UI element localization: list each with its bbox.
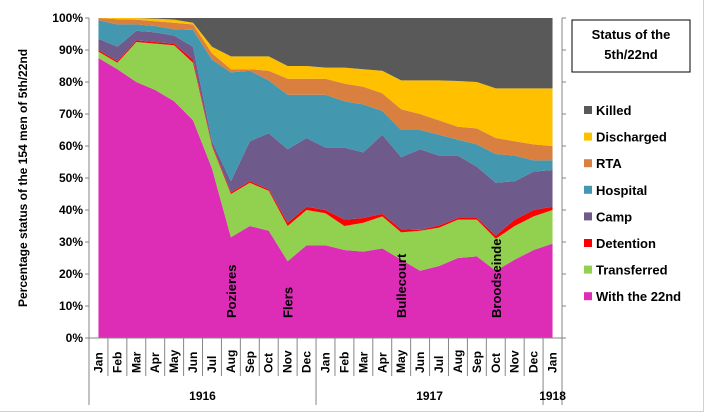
legend-label: Killed: [596, 103, 631, 118]
x-tick-label: Jun: [186, 352, 200, 373]
legend-swatch: [584, 106, 592, 114]
x-tick-label: Dec: [300, 351, 314, 373]
y-tick-label: 20%: [59, 267, 83, 281]
legend-item: Detention: [584, 236, 656, 251]
legend-label: RTA: [596, 156, 622, 171]
x-tick-label: Aug: [451, 350, 465, 373]
legend-item: RTA: [584, 156, 622, 171]
x-tick-label: May: [394, 349, 408, 373]
y-tick-label: 10%: [59, 299, 83, 313]
x-tick-label: Nov: [508, 350, 522, 373]
y-tick-label: 40%: [59, 203, 83, 217]
area-transferred: [98, 42, 553, 271]
y-tick-label: 100%: [52, 11, 83, 25]
legend-swatch: [584, 265, 592, 274]
legend-label: Hospital: [596, 183, 647, 198]
y-axis: 0% 10% 20% 30% 40% 50% 60% 70% 80% 90% 100%: [52, 11, 566, 345]
x-tick-label: Jun: [413, 352, 427, 373]
series-areas: [98, 18, 553, 338]
area-killed: [98, 18, 553, 89]
area-discharged: [98, 18, 553, 146]
x-tick-label: Oct: [262, 353, 276, 373]
legend-swatch: [584, 132, 592, 141]
x-tick-label: Jul: [205, 356, 219, 373]
y-tick-label: 90%: [59, 43, 83, 57]
x-tick-label: Mar: [356, 351, 370, 373]
annotation-flers: Flers: [281, 287, 296, 318]
year-label: 1917: [416, 389, 443, 403]
legend-label: Detention: [596, 236, 656, 251]
legend-swatch: [584, 159, 592, 168]
y-tick-label: 30%: [59, 235, 83, 249]
x-tick-label: Feb: [337, 352, 351, 373]
year-label: 1916: [189, 389, 216, 403]
y-tick-label: 60%: [59, 139, 83, 153]
legend-swatch: [584, 239, 592, 247]
x-axis: Jan Feb Mar Apr May Jun Jul Aug Sep Oct Nov Dec Jan F…: [88, 337, 566, 405]
legend-item: Discharged: [584, 130, 667, 145]
legend-item: Transferred: [584, 263, 668, 278]
x-tick-label: Jan: [91, 352, 105, 373]
y-tick-label: 80%: [59, 75, 83, 89]
chart-title: Status of the 5th/22nd: [591, 27, 671, 62]
legend-label: With the 22nd: [596, 289, 681, 304]
x-tick-label: Dec: [527, 351, 541, 373]
legend-item: Hospital: [584, 183, 647, 198]
legend-swatch: [584, 185, 592, 194]
annotation-pozieres: Pozieres: [224, 265, 239, 318]
area-camp: [98, 30, 553, 236]
y-tick-label: 0%: [66, 331, 84, 345]
x-tick-label: Aug: [224, 350, 238, 373]
x-tick-label: Jul: [432, 356, 446, 373]
legend-swatch: [584, 212, 592, 221]
legend-swatch: [584, 292, 592, 301]
x-tick-label: Oct: [489, 353, 503, 373]
legend-item: Killed: [584, 103, 631, 118]
x-tick-label: Jan: [546, 352, 560, 373]
annotation-broodseinde: Broodseinde: [489, 239, 504, 318]
area-hospital: [98, 20, 553, 183]
y-tick-label: 70%: [59, 107, 83, 121]
area-rta: [98, 18, 553, 161]
x-tick-label: Nov: [281, 350, 295, 373]
y-tick-label: 50%: [59, 171, 83, 185]
annotations: Pozieres Flers Bullecourt Broodseinde: [224, 239, 504, 318]
area-with-the-22nd: [98, 58, 553, 338]
x-tick-label: Mar: [129, 351, 143, 373]
annotation-bullecourt: Bullecourt: [394, 253, 409, 318]
x-tick-label: Jan: [319, 352, 333, 373]
x-tick-label: Apr: [148, 352, 162, 373]
legend-label: Camp: [596, 209, 632, 224]
x-tick-label: Feb: [110, 352, 124, 373]
x-tick-label: Sep: [470, 351, 484, 373]
legend: Killed Discharged RTA Hospital Camp Detention…: [571, 19, 691, 304]
x-tick-label: Sep: [243, 351, 257, 373]
legend-label: Transferred: [596, 263, 668, 278]
x-tick-label: Apr: [375, 352, 389, 373]
y-axis-title: Percentage status of the 154 men of 5th/…: [16, 49, 30, 307]
legend-label: Discharged: [596, 130, 667, 145]
legend-item: Camp: [584, 209, 632, 224]
legend-title-box: [571, 19, 691, 73]
legend-item: With the 22nd: [584, 289, 681, 304]
year-label: 1918: [539, 389, 566, 403]
x-tick-label: May: [167, 349, 181, 373]
